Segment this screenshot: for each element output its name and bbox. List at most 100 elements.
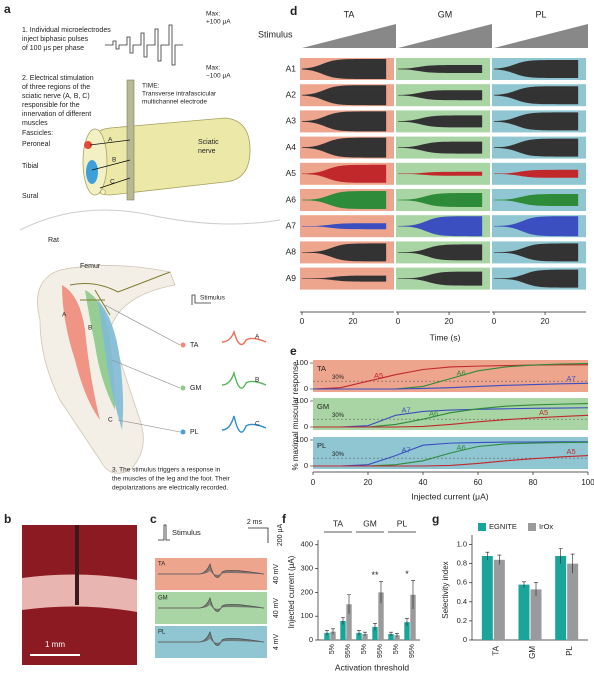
stimulus-ramp bbox=[494, 24, 588, 48]
error-bar bbox=[341, 617, 345, 625]
label: 0.6 bbox=[457, 578, 467, 587]
label: TA bbox=[158, 562, 165, 568]
error-bar bbox=[558, 548, 563, 564]
bar bbox=[555, 556, 567, 640]
label: A3 bbox=[286, 116, 297, 126]
error-bar bbox=[485, 551, 490, 560]
legend-label: IrOx bbox=[539, 522, 553, 531]
series-label: A7 bbox=[567, 374, 576, 383]
label: Stimulus bbox=[200, 295, 226, 302]
label: 5% bbox=[329, 644, 336, 654]
error-bar bbox=[395, 633, 399, 638]
error-bar bbox=[357, 630, 361, 636]
bar bbox=[518, 584, 530, 640]
label: 30% bbox=[332, 375, 345, 381]
label: 0 bbox=[304, 384, 308, 393]
label: TA bbox=[317, 364, 326, 373]
bar bbox=[340, 620, 346, 640]
error-bar bbox=[331, 628, 335, 635]
label: 40 mV bbox=[273, 598, 280, 619]
label: PL bbox=[565, 645, 574, 655]
label: A bbox=[108, 137, 113, 144]
label: A4 bbox=[286, 142, 297, 152]
label: TA bbox=[333, 518, 344, 528]
label: 40 bbox=[419, 478, 428, 487]
step-text: sciatic nerve (A, B, C) bbox=[22, 93, 90, 100]
label: A5 bbox=[286, 168, 297, 178]
legend-swatch bbox=[528, 523, 536, 531]
stimulus-icon bbox=[191, 294, 211, 305]
error-bar bbox=[411, 580, 415, 610]
panel-letter: d bbox=[290, 4, 297, 18]
label: A7 bbox=[286, 220, 297, 230]
series-label: A6 bbox=[429, 409, 438, 418]
nerve-branch bbox=[69, 271, 171, 316]
label: B bbox=[255, 377, 259, 384]
label: C bbox=[108, 417, 113, 424]
muscle-ta bbox=[62, 285, 100, 420]
series-label: A6 bbox=[457, 443, 466, 452]
label: 20 bbox=[445, 317, 454, 326]
bar bbox=[372, 626, 378, 640]
step-text: muscles bbox=[22, 120, 48, 127]
label: 0 bbox=[300, 317, 305, 326]
label: Transverse intrafascicular bbox=[142, 91, 217, 98]
bar bbox=[410, 594, 416, 640]
series-label: A6 bbox=[457, 369, 466, 378]
label: Fascicles: bbox=[22, 130, 53, 137]
label: +100 μA bbox=[206, 19, 231, 26]
step-text: depolarizations are electrically recorde… bbox=[112, 485, 229, 492]
label: 5% bbox=[361, 644, 368, 654]
label: A bbox=[255, 334, 260, 341]
label: A6 bbox=[286, 194, 297, 204]
panel-letter: e bbox=[290, 344, 297, 358]
rat-outline bbox=[19, 209, 281, 231]
error-bar bbox=[363, 631, 367, 636]
label: Selectivity index bbox=[441, 561, 450, 618]
label: 0.8 bbox=[457, 559, 467, 568]
step-text: innervation of different bbox=[22, 111, 91, 118]
series-label: A5 bbox=[539, 408, 548, 417]
label: 95% bbox=[345, 644, 352, 658]
label: 200 μA bbox=[277, 524, 284, 547]
dot bbox=[180, 385, 186, 391]
electrode-site bbox=[89, 139, 131, 189]
bar bbox=[330, 631, 336, 640]
error-bar bbox=[389, 631, 393, 636]
series-label: A7 bbox=[402, 446, 411, 455]
label: 100 bbox=[295, 396, 308, 405]
label: Time (s) bbox=[430, 332, 461, 342]
bar bbox=[394, 635, 400, 640]
label: GM bbox=[317, 402, 329, 411]
bar bbox=[356, 632, 362, 640]
label: 20 bbox=[349, 317, 358, 326]
label: ** bbox=[371, 570, 379, 580]
bar bbox=[404, 622, 410, 640]
response-curve bbox=[313, 455, 589, 467]
step-text: inject biphasic pulses bbox=[22, 36, 89, 43]
label: 0.2 bbox=[457, 616, 467, 625]
scale-bar bbox=[248, 527, 269, 543]
stimulus-ramp bbox=[302, 24, 396, 48]
evoked-trace bbox=[158, 638, 265, 644]
step-text: of 100 μs per phase bbox=[22, 45, 84, 52]
bar bbox=[378, 592, 384, 640]
bar bbox=[362, 634, 368, 640]
label: 100 bbox=[581, 478, 594, 487]
bar bbox=[324, 632, 330, 640]
legend-swatch bbox=[478, 523, 486, 531]
panel-letter: f bbox=[282, 512, 287, 526]
label: GM bbox=[190, 385, 201, 392]
panel-letter: g bbox=[432, 512, 439, 526]
error-bar bbox=[570, 553, 575, 574]
label: −100 μA bbox=[206, 73, 231, 80]
error-bar bbox=[373, 623, 377, 631]
label: 300 bbox=[300, 564, 313, 573]
label: GM bbox=[438, 9, 453, 19]
label: A2 bbox=[286, 89, 297, 99]
panel-letter: c bbox=[150, 512, 157, 526]
label: 80 bbox=[529, 478, 538, 487]
error-bar bbox=[347, 594, 351, 614]
step-text: 2. Electrical stimulation bbox=[22, 75, 94, 82]
